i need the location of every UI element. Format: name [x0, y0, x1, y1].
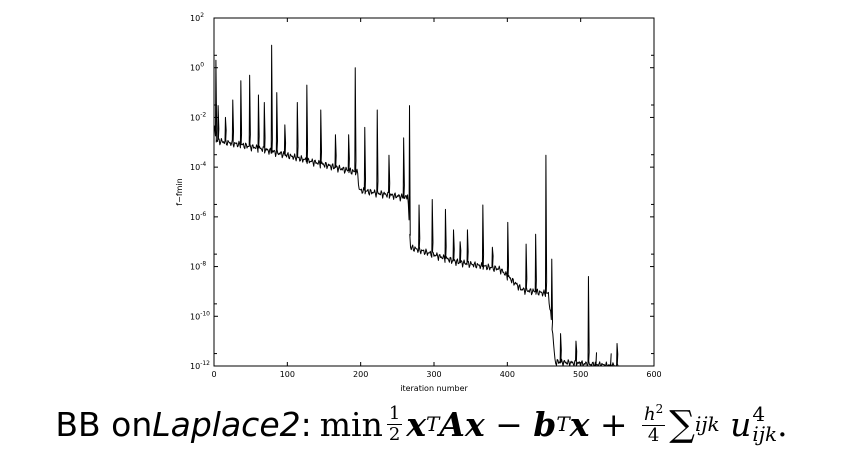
y-tick-label: 10-4 [190, 161, 206, 172]
caption-prefix: BB on [55, 404, 153, 444]
caption-colon: : [300, 404, 312, 444]
y-axis-label: f−fmin [175, 178, 184, 205]
y-tick-label: 10-2 [190, 111, 206, 122]
x-tick-label: 400 [500, 370, 515, 379]
x-tick-label: 500 [573, 370, 588, 379]
x-tick-label: 100 [280, 370, 295, 379]
x-axis-label: iteration number [400, 384, 468, 393]
x-tick-label: 200 [353, 370, 368, 379]
y-tick-label: 10-6 [190, 211, 206, 222]
x-tick-label: 600 [646, 370, 661, 379]
x-tick-label: 300 [426, 370, 441, 379]
plot-area [213, 17, 655, 367]
y-tick-label: 10-12 [190, 360, 210, 371]
y-tick-label: 102 [190, 12, 204, 23]
x-tick-label: 0 [211, 370, 216, 379]
ticks-layer: 0 100 200 300 400 500 600 102 100 10-2 10-4 10-6 10-… [190, 12, 662, 379]
y-tick-label: 10-10 [190, 310, 210, 321]
chart: 0 100 200 300 400 500 600 102 100 10-2 10-4 10-6 10-… [175, 12, 662, 393]
caption-name: Laplace2 [152, 404, 301, 444]
series-line [213, 44, 619, 367]
series-layer [213, 44, 619, 367]
y-tick-label: 10-8 [190, 261, 206, 272]
y-tick-label: 100 [190, 62, 204, 73]
